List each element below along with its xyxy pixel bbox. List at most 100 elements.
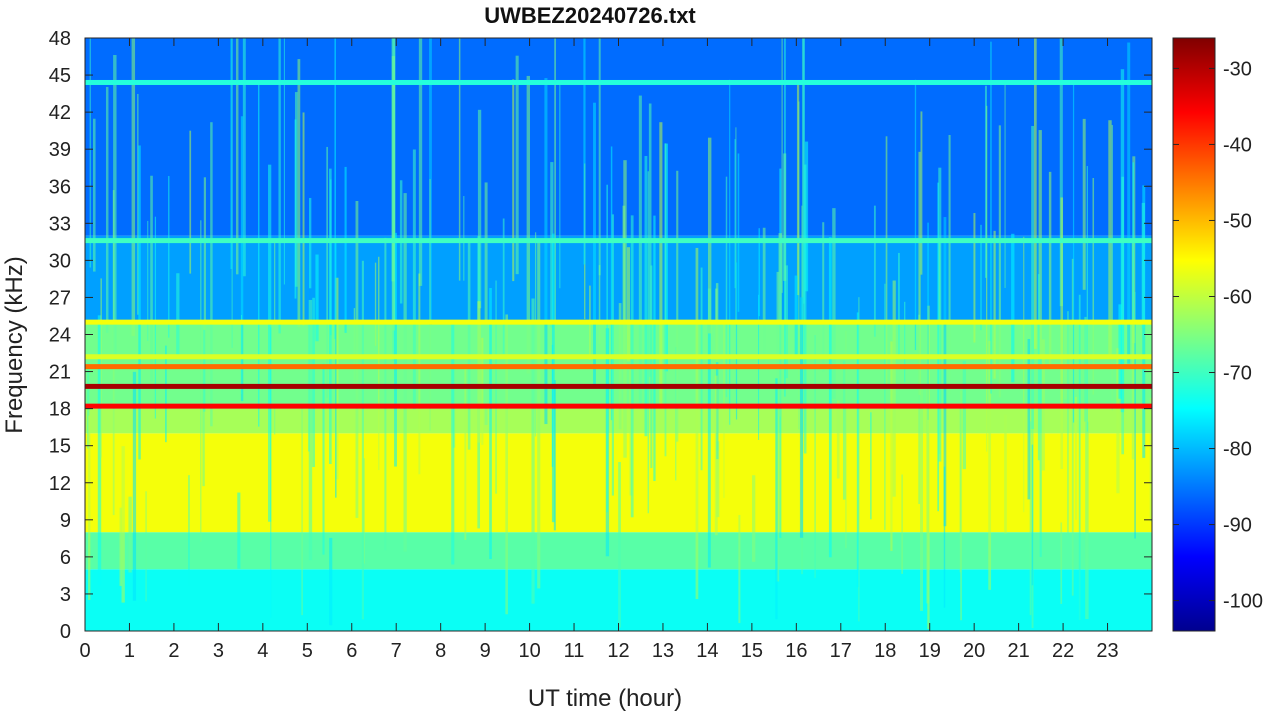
time-stripe: [1086, 166, 1088, 432]
time-stripe: [89, 38, 91, 268]
x-tick-label: 3: [213, 640, 224, 662]
time-stripe: [353, 308, 356, 384]
time-stripe: [984, 85, 987, 278]
time-stripe: [374, 262, 377, 346]
y-tick-label: 18: [49, 399, 71, 421]
time-stripe: [606, 184, 608, 513]
time-stripe: [858, 297, 860, 622]
time-stripe: [168, 175, 170, 338]
time-stripe: [322, 363, 325, 555]
time-stripe: [329, 168, 332, 464]
time-stripe: [822, 222, 825, 372]
y-tick-label: 48: [49, 28, 71, 50]
time-stripe: [1039, 357, 1042, 557]
time-stripe: [626, 247, 631, 362]
time-stripe: [802, 38, 805, 356]
time-stripe: [484, 182, 488, 425]
time-stripe: [1149, 397, 1152, 522]
time-stripe: [986, 105, 988, 452]
time-stripe: [781, 38, 783, 293]
time-stripe: [1063, 322, 1067, 400]
time-stripe: [943, 466, 946, 608]
x-tick-label: 2: [168, 640, 179, 662]
time-stripe: [418, 273, 421, 475]
time-stripe: [451, 322, 455, 565]
x-axis-ticks: 0 1 2 3 4 5 6 7 8 9 10 11 12 13 14 15 16 17 18 19 20 21 22 23: [79, 38, 1119, 662]
time-stripe: [230, 38, 233, 270]
time-stripe: [268, 164, 272, 522]
time-stripe: [1134, 291, 1136, 539]
time-stripe: [762, 227, 766, 363]
background-band: [85, 38, 1152, 236]
time-stripe: [329, 537, 333, 626]
time-stripe: [88, 415, 91, 600]
time-stripe: [137, 93, 139, 315]
time-stripe: [97, 315, 102, 586]
time-stripe: [814, 335, 816, 578]
time-stripe: [618, 462, 621, 628]
y-tick-label: 15: [49, 436, 71, 458]
x-tick-label: 15: [741, 640, 763, 662]
time-stripe: [1059, 38, 1063, 307]
x-tick-label: 7: [391, 640, 402, 662]
time-stripe: [798, 101, 800, 430]
time-stripe: [302, 112, 305, 326]
time-stripe: [644, 155, 648, 437]
time-stripe: [237, 492, 241, 569]
x-tick-label: 8: [435, 640, 446, 662]
time-stripe: [154, 216, 157, 419]
time-stripe: [725, 176, 728, 398]
time-stripe: [138, 145, 141, 460]
x-tick-label: 13: [652, 640, 674, 662]
x-axis-label: UT time (hour): [528, 685, 682, 712]
colorbar-tick-label: -70: [1223, 363, 1252, 385]
time-stripe: [1060, 522, 1063, 604]
time-stripe: [675, 347, 677, 481]
time-stripe: [481, 337, 484, 445]
y-tick-label: 9: [60, 510, 71, 532]
time-stripe: [794, 275, 798, 356]
time-stripe: [1141, 202, 1145, 329]
time-stripe: [315, 254, 319, 342]
time-stripe: [1118, 304, 1122, 399]
x-tick-label: 5: [302, 640, 313, 662]
time-stripe: [105, 86, 109, 333]
time-stripe: [132, 371, 137, 601]
time-stripe: [676, 170, 679, 442]
frequency-line: [85, 354, 1152, 360]
time-stripe: [119, 507, 122, 586]
time-stripe: [738, 514, 741, 624]
time-stripe: [758, 228, 760, 317]
frequency-line: [85, 319, 1152, 325]
time-stripe: [355, 200, 359, 518]
persistent-frequency-lines: [85, 79, 1152, 409]
time-stripe: [948, 134, 951, 394]
time-stripe: [804, 141, 809, 292]
time-stripe: [1038, 130, 1042, 359]
chart-title: UWBEZ20240726.txt: [484, 3, 696, 28]
time-stripe: [901, 474, 903, 574]
time-stripe: [990, 41, 992, 394]
frequency-line: [85, 403, 1152, 409]
time-stripe: [176, 273, 180, 355]
time-stripe: [870, 412, 872, 520]
time-stripe: [189, 130, 192, 274]
time-stripe: [920, 111, 923, 275]
time-stripe: [335, 277, 339, 480]
time-stripe: [257, 83, 260, 427]
time-stripe: [553, 380, 556, 531]
time-stripe: [937, 182, 940, 512]
time-stripe: [301, 405, 303, 616]
time-stripe: [1131, 238, 1135, 460]
time-stripe: [647, 171, 649, 514]
colorbar-tick-label: -40: [1223, 134, 1252, 156]
time-stripe: [752, 475, 756, 562]
time-stripe: [202, 363, 205, 487]
time-stripe: [1082, 118, 1086, 290]
time-stripe: [240, 116, 244, 402]
time-stripe: [885, 136, 888, 387]
time-stripe: [505, 314, 508, 615]
time-stripe: [737, 153, 740, 312]
